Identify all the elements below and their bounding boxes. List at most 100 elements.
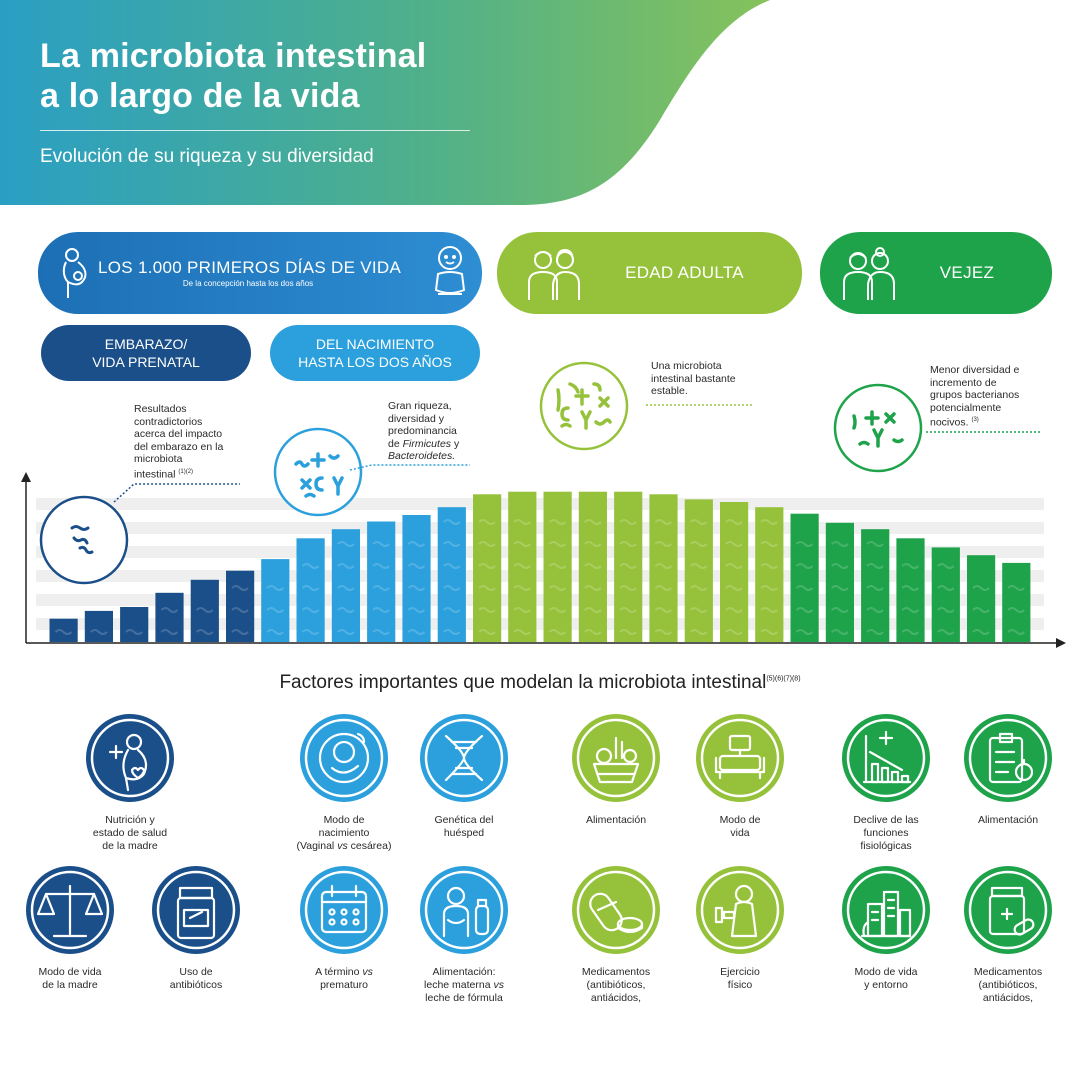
bar-texture: [760, 585, 778, 591]
bar: [755, 507, 784, 642]
bar-texture: [584, 629, 602, 635]
bar-texture: [548, 607, 567, 613]
grid-band: [36, 594, 1044, 606]
decline-chart-icon: [842, 714, 930, 802]
bar-texture: [513, 519, 531, 525]
bar-texture: [760, 519, 778, 525]
bar-texture: [654, 629, 673, 635]
bar-texture: [866, 607, 884, 613]
bar-texture: [195, 629, 214, 635]
bar-texture: [266, 629, 284, 635]
factor-circle: [694, 864, 786, 956]
bar: [49, 618, 78, 642]
factor-label: Modo de vida: [719, 814, 761, 839]
bar: [473, 494, 502, 642]
note-adult: Una microbiota intestinal bastante estab…: [651, 360, 736, 397]
bar-texture: [1007, 607, 1025, 613]
pills-icon: [572, 866, 660, 954]
bar-texture: [337, 563, 355, 569]
bar-texture: [548, 585, 567, 591]
bar-texture: [231, 585, 249, 591]
note-old-age: Menor diversidad e incremento de grupos …: [930, 364, 1020, 429]
pregnant-woman-icon: [62, 248, 87, 298]
bar-texture: [266, 585, 284, 591]
bar-texture: [160, 629, 179, 635]
note-infant: Gran riqueza, diversidad y predominancia…: [388, 400, 460, 462]
bar-texture: [584, 519, 602, 525]
bar: [508, 491, 537, 642]
factor-circle: [298, 864, 390, 956]
bar-texture: [407, 629, 426, 635]
bar-texture: [478, 541, 496, 547]
factor-circle: [962, 712, 1054, 804]
bar-texture: [689, 563, 708, 569]
bar-texture: [972, 629, 990, 635]
y-axis-arrow: [21, 472, 31, 482]
bar-texture: [725, 519, 743, 525]
city-icon: [842, 866, 930, 954]
bar-texture: [54, 629, 73, 635]
bar-texture: [654, 519, 673, 525]
bar-texture: [442, 629, 461, 635]
bar-texture: [337, 541, 355, 547]
bar: [790, 513, 819, 642]
factor-label: Modo de vida de la madre: [38, 966, 102, 991]
bar-texture: [831, 585, 849, 591]
bar-texture: [866, 563, 884, 569]
bar-texture: [372, 541, 390, 547]
grid-band: [36, 618, 1044, 630]
bar-texture: [689, 585, 708, 591]
bar-texture: [901, 563, 920, 569]
exercise-icon: [696, 866, 784, 954]
bar-texture: [795, 541, 814, 547]
factor-circle: [840, 864, 932, 956]
bar-texture: [619, 607, 637, 613]
bar-texture: [584, 541, 602, 547]
stage-prenatal-line1: EMBARAZO/: [104, 336, 188, 352]
bar-texture: [407, 585, 426, 591]
factor-label: Modo de nacimiento (Vaginal vs cesárea): [296, 814, 392, 852]
bar-texture: [654, 585, 673, 591]
pill-bottle-icon: [152, 866, 240, 954]
bar-texture: [619, 541, 637, 547]
bar-texture: [619, 563, 637, 569]
bar-texture: [266, 607, 284, 613]
bar-texture: [936, 563, 955, 569]
factor-label: Uso de antibióticos: [169, 966, 223, 991]
bar: [120, 607, 149, 642]
bar: [84, 610, 113, 642]
bar-texture: [866, 541, 884, 547]
bar: [402, 515, 431, 642]
bar-texture: [372, 629, 390, 635]
bar-texture: [936, 607, 955, 613]
grid-band: [36, 546, 1044, 558]
bar-texture: [548, 519, 567, 525]
diet-clipboard-icon: [964, 714, 1052, 802]
bar: [190, 579, 219, 642]
bar-texture: [831, 629, 849, 635]
bar-texture: [548, 629, 567, 635]
bar-texture: [478, 519, 496, 525]
bar-texture: [1007, 585, 1025, 591]
bar-texture: [337, 585, 355, 591]
bar: [1002, 562, 1031, 642]
factor-label: Modo de vida y entorno: [854, 966, 918, 991]
bar: [614, 491, 643, 642]
bar-texture: [195, 607, 214, 613]
baby-icon: [434, 246, 466, 295]
bar: [437, 507, 466, 642]
stage-old-age: VEJEZ: [820, 232, 1052, 314]
factors-title: Factores importantes que modelan la micr…: [279, 672, 801, 693]
bar: [296, 538, 325, 642]
bar-texture: [831, 541, 849, 547]
factor-label: Nutrición y estado de salud de la madre: [92, 814, 168, 852]
bar-texture: [478, 563, 496, 569]
bar: [967, 555, 996, 642]
bar-texture: [760, 563, 778, 569]
bar-texture: [795, 563, 814, 569]
bar: [331, 529, 360, 642]
breastfeeding-icon: [420, 866, 508, 954]
bar-texture: [831, 607, 849, 613]
adult-microbe-circle: [539, 361, 629, 451]
stage-prenatal-line2: VIDA PRENATAL: [92, 354, 200, 370]
